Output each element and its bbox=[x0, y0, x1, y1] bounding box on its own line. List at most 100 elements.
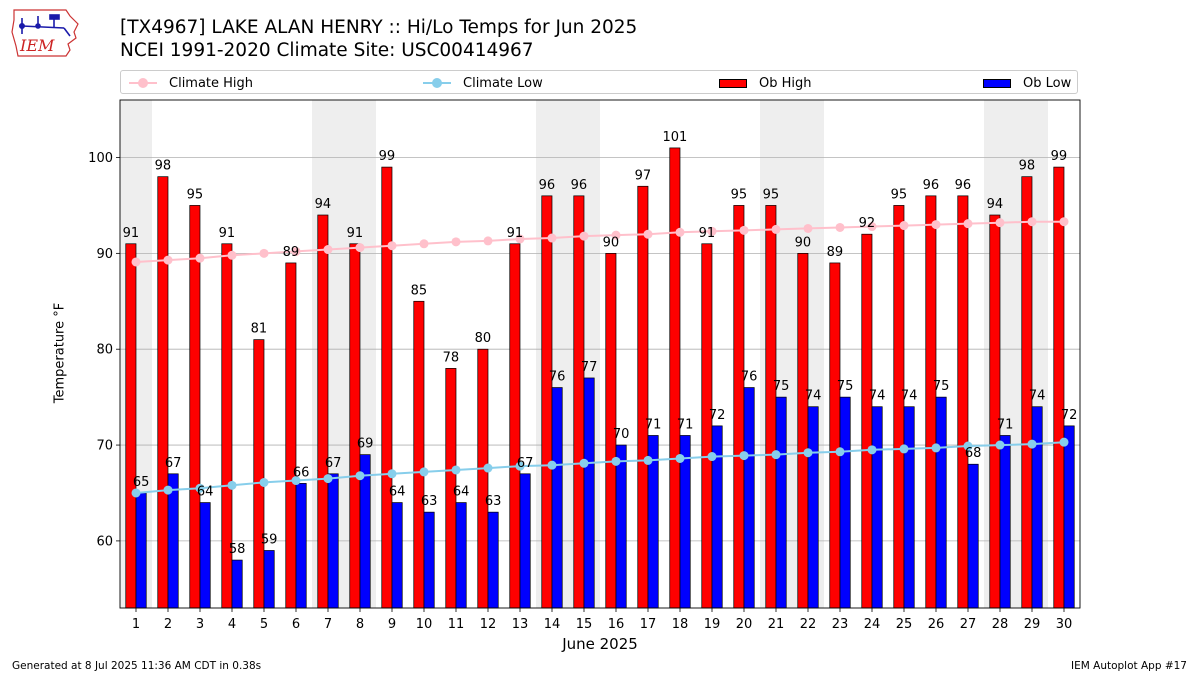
climate-high-point bbox=[1059, 217, 1069, 227]
climate-low-point bbox=[739, 451, 749, 461]
climate-low-point bbox=[675, 453, 685, 463]
climate-low-point bbox=[579, 458, 589, 468]
ob-high-bar bbox=[381, 166, 393, 609]
climate-high-point bbox=[1027, 217, 1037, 227]
ob-high-label: 89 bbox=[827, 245, 844, 260]
x-tick-label: 7 bbox=[324, 617, 332, 632]
climate-high-point bbox=[771, 224, 781, 234]
x-tick-label: 24 bbox=[864, 617, 881, 632]
ob-high-label: 96 bbox=[955, 178, 972, 193]
ob-low-label: 65 bbox=[133, 475, 150, 490]
ob-low-bar bbox=[967, 463, 979, 609]
ob-low-bar bbox=[135, 492, 147, 609]
ob-high-label: 90 bbox=[603, 235, 620, 250]
ob-high-bar bbox=[893, 205, 905, 609]
ob-high-bar bbox=[989, 214, 1001, 609]
ob-low-bar bbox=[775, 396, 787, 609]
climate-low-point bbox=[419, 467, 429, 477]
ob-high-label: 78 bbox=[443, 350, 460, 365]
iem-logo: IEM bbox=[11, 9, 79, 57]
ob-low-bar bbox=[231, 559, 243, 609]
climate-low-point bbox=[963, 441, 973, 451]
x-tick-label: 13 bbox=[512, 617, 529, 632]
climate-lines bbox=[131, 217, 1069, 498]
x-tick-label: 17 bbox=[640, 617, 657, 632]
ob-low-bar bbox=[903, 406, 915, 609]
ob-high-bar bbox=[509, 243, 521, 609]
ob-high-bar bbox=[573, 195, 585, 609]
y-tick-label: 80 bbox=[96, 343, 113, 358]
x-tick-label: 5 bbox=[260, 617, 268, 632]
ob-high-label: 94 bbox=[987, 197, 1004, 212]
x-tick-label: 14 bbox=[544, 617, 561, 632]
ob-high-label: 95 bbox=[731, 187, 748, 202]
ob-low-label: 67 bbox=[325, 456, 342, 471]
ob-high-bar bbox=[477, 348, 489, 609]
x-tick-label: 28 bbox=[992, 617, 1009, 632]
legend-label-ob-low: Ob Low bbox=[1023, 75, 1072, 91]
x-tick-label: 18 bbox=[672, 617, 689, 632]
ob-low-label: 71 bbox=[645, 417, 662, 432]
x-tick-label: 29 bbox=[1024, 617, 1041, 632]
climate-high-point bbox=[355, 243, 365, 253]
ob-low-bar bbox=[807, 406, 819, 609]
ob-low-bar bbox=[295, 483, 307, 609]
ob-low-bar bbox=[199, 502, 211, 609]
ob-high-label: 99 bbox=[379, 149, 396, 164]
ob-low-label: 76 bbox=[549, 370, 566, 385]
climate-high-point bbox=[675, 227, 685, 237]
climate-low-point bbox=[707, 452, 717, 462]
climate-high-point bbox=[227, 250, 237, 260]
x-tick-label: 4 bbox=[228, 617, 236, 632]
climate-low-swatch bbox=[423, 76, 451, 90]
x-tick-label: 23 bbox=[832, 617, 849, 632]
ob-low-bar bbox=[999, 435, 1011, 609]
ob-low-bar bbox=[487, 511, 499, 609]
ob-high-bar bbox=[765, 205, 777, 609]
ob-high-bar bbox=[861, 233, 873, 609]
ob-high-bar bbox=[157, 176, 169, 609]
x-tick-label: 30 bbox=[1056, 617, 1073, 632]
ob-low-label: 71 bbox=[677, 417, 694, 432]
ob-high-bar bbox=[925, 195, 937, 609]
climate-high-point bbox=[579, 231, 589, 241]
climate-low-point bbox=[483, 463, 493, 473]
climate-high-point bbox=[835, 222, 845, 232]
climate-high-point bbox=[931, 220, 941, 230]
climate-low-point bbox=[867, 445, 877, 455]
ob-high-bar bbox=[669, 147, 681, 609]
y-axis-label: Temperature °F bbox=[52, 302, 68, 404]
ob-low-label: 64 bbox=[389, 485, 406, 500]
y-tick-label: 90 bbox=[96, 247, 113, 262]
ob-low-bar bbox=[327, 473, 339, 609]
x-tick-label: 15 bbox=[576, 617, 593, 632]
climate-high-point bbox=[867, 222, 877, 232]
climate-low-point bbox=[195, 483, 205, 493]
ob-high-label: 91 bbox=[123, 226, 140, 241]
x-tick-label: 8 bbox=[356, 617, 364, 632]
x-tick-label: 19 bbox=[704, 617, 721, 632]
climate-high-point bbox=[995, 218, 1005, 228]
legend-label-climate-low: Climate Low bbox=[463, 75, 543, 91]
ob-low-label: 68 bbox=[965, 446, 982, 461]
climate-high-point bbox=[451, 237, 461, 247]
legend-label-ob-high: Ob High bbox=[759, 75, 812, 91]
y-tick-label: 100 bbox=[88, 151, 113, 166]
ob-high-label: 94 bbox=[315, 197, 332, 212]
climate-high-point bbox=[259, 248, 269, 258]
climate-high-point bbox=[515, 234, 525, 244]
ob-low-bar bbox=[1063, 425, 1075, 609]
generated-timestamp: Generated at 8 Jul 2025 11:36 AM CDT in … bbox=[12, 660, 262, 672]
ob-low-bar bbox=[839, 396, 851, 609]
ob-high-bar bbox=[957, 195, 969, 609]
ob-low-label: 59 bbox=[261, 532, 278, 547]
climate-low-point bbox=[899, 444, 909, 454]
x-tick-label: 9 bbox=[388, 617, 396, 632]
legend-item-ob-low: Ob Low bbox=[983, 74, 1071, 92]
ob-high-bar bbox=[125, 243, 137, 609]
climate-low-point bbox=[835, 447, 845, 457]
ob-high-label: 91 bbox=[347, 226, 364, 241]
legend: Climate High Climate Low Ob High Ob Low bbox=[120, 70, 1078, 94]
data-labels: 91 65 98 67 95 64 91 58 81 59 89 66 94 67 91 69 99 64 85 63… bbox=[123, 130, 1078, 557]
climate-low-point bbox=[643, 455, 653, 465]
